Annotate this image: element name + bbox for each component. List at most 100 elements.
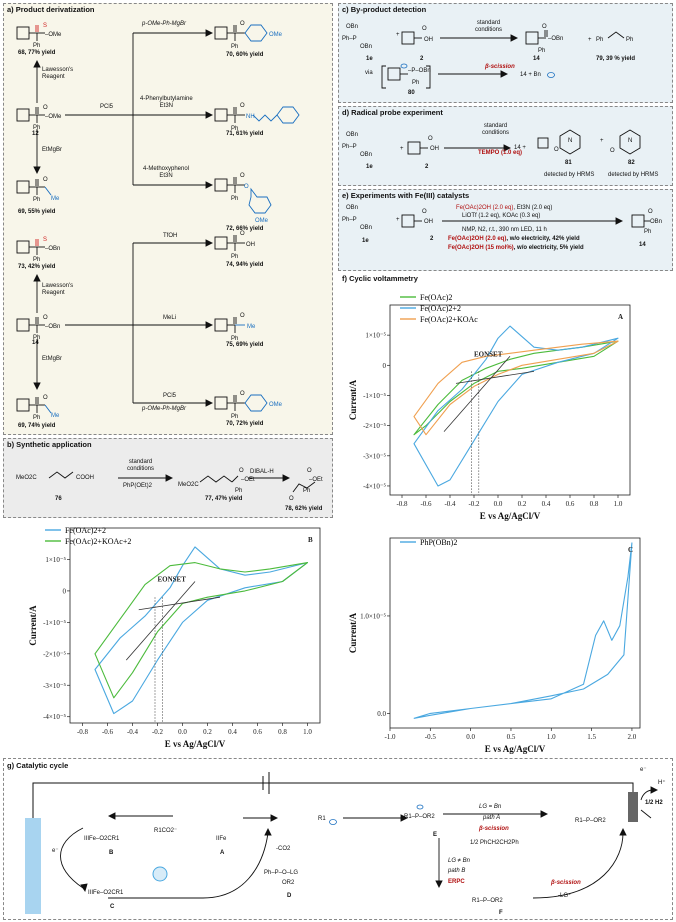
phosphite-or2: OR2 (282, 880, 295, 886)
svg-text:–OMe: –OMe (45, 114, 62, 120)
c-beta-scission: β-scission (485, 64, 515, 70)
h2-product: 1/2 H2 (645, 800, 663, 806)
b-start: MeO2C (16, 475, 37, 481)
lawesson-label-2: Lawesson's Reagent (42, 283, 74, 296)
phosphite-d: Ph–P–O–LG (264, 870, 299, 876)
svg-text:Ph: Ph (33, 415, 40, 421)
svg-text:O: O (43, 315, 48, 321)
d-detected-1: detected by HRMS (544, 172, 595, 178)
product-f: R1–P–OR2 (472, 898, 503, 904)
fe-c-species: IIIFe–O2CR1 (88, 890, 124, 896)
eonset-label: EONSET (474, 350, 503, 358)
x-axis-label: E vs Ag/AgCl/V (480, 511, 541, 521)
svg-text:Ph: Ph (235, 488, 242, 494)
y-tick-label: -1×10⁻⁵ (363, 392, 386, 400)
cpd-68-label: 68, 77% yield (18, 50, 56, 56)
x-tick-label: -0.8 (396, 500, 408, 508)
panel-letter: B (308, 536, 313, 544)
path-a-condition: LG = Bn (479, 804, 502, 810)
x-tick-label: 0.4 (228, 728, 237, 736)
svg-text:+: + (400, 146, 404, 152)
svg-text:Ph: Ph (231, 254, 238, 260)
cpd-77-label: 77, 47% yield (205, 496, 243, 502)
legend-label: Fe(OAc)2+KOAc+2 (65, 537, 131, 546)
beta-scission-1: β-scission (479, 826, 509, 832)
path-a-label: path A (483, 815, 501, 821)
panel-letter: C (628, 546, 633, 554)
panel-f-title: f) Cyclic voltammetry (342, 274, 418, 283)
e-line1: Fe(OAc)2OH (2.0 eq), Et3N (2.0 eq) (456, 205, 552, 212)
reagent-phenylbutylamine: 4-Phenylbutylamine Et3N (140, 96, 193, 109)
x-tick-label: 0.2 (203, 728, 212, 736)
svg-text:O: O (610, 148, 615, 154)
series-line-1 (94, 546, 309, 715)
e-cpd-14: 14 (639, 242, 646, 248)
y-tick-label: 1×10⁻⁵ (365, 332, 386, 340)
reagent-pome-2: p-OMe-Ph-MgBr (142, 406, 187, 412)
cpd-72-label: 72, 66% yield (226, 226, 264, 232)
d-detected-2: detected by HRMS (608, 172, 659, 178)
y-tick-label: -3×10⁻⁵ (43, 682, 66, 690)
electrode-electron-top: e⁻ (640, 767, 647, 773)
x-tick-label: 1.0 (614, 500, 623, 508)
eonset-tangent-2 (455, 370, 535, 384)
svg-text:O: O (307, 468, 312, 474)
panel-a (3, 3, 333, 435)
svg-text:–OBn: –OBn (548, 36, 563, 42)
svg-text:Ph: Ph (303, 488, 310, 494)
legend-label: Fe(OAc)2+KOAc (420, 315, 478, 324)
e-line2: LiOTf (1.2 eq), KOAc (0.3 eq) (462, 213, 541, 219)
svg-text:Ph: Ph (33, 335, 40, 341)
svg-text:O: O (428, 136, 433, 142)
label-e: E (433, 832, 438, 838)
svg-text:+: + (588, 37, 592, 43)
svg-text:O: O (43, 177, 48, 183)
x-tick-label: 1.0 (547, 733, 556, 741)
e-line4: Fe(OAc)2OH (2.0 eq), w/o electricity, 42… (448, 236, 580, 243)
legend-label: Fe(OAc)2+2 (420, 304, 461, 313)
svg-text:Ph: Ph (231, 336, 238, 342)
cpd-12-label: 12 (32, 131, 39, 137)
b-start-acid: COOH (76, 475, 94, 481)
c-cpd-79: 79, 39 % yield (596, 56, 636, 62)
d-tempo: TEMPO (1.0 eq) (478, 150, 523, 156)
cpd-76-label: 76 (55, 496, 62, 502)
beta-scission-2: β-scission (551, 880, 581, 886)
reagent-methoxyphenol: 4-Methoxyphenol Et3N (143, 166, 190, 179)
e-line1b: , Et3N (2.0 eq) (513, 205, 553, 211)
y-tick-label: -4×10⁻⁵ (363, 482, 386, 490)
y-axis-label: Current/A (348, 379, 358, 420)
cpd-69b-label: 69, 74% yield (18, 423, 56, 429)
svg-text:Ph: Ph (231, 44, 238, 50)
panel-c-title: c) By-product detection (342, 5, 427, 14)
y-tick-label: -2×10⁻⁵ (43, 650, 66, 658)
d-conditions: standard conditions (482, 123, 510, 136)
svg-text:O: O (240, 231, 245, 237)
svg-text:N: N (628, 138, 632, 144)
svg-text:OBn: OBn (650, 219, 662, 225)
svg-text:+: + (396, 217, 400, 223)
e-cpd-1e: 1e (362, 238, 369, 244)
anode (25, 818, 41, 914)
svg-text:O: O (422, 26, 427, 32)
e-line5a: Fe(OAc)2OH (15 mol%) (448, 245, 514, 251)
fe-b-species: IIIFe–O2CR1 (84, 836, 120, 842)
x-tick-label: -0.4 (127, 728, 139, 736)
y-axis-label: Current/A (348, 612, 358, 653)
x-tick-label: 0.0 (466, 733, 475, 741)
path-b-label: path B (448, 868, 466, 874)
svg-text:O: O (240, 103, 245, 109)
c-cpd-2: 2 (420, 56, 424, 62)
cpd-75-label: 75, 69% yield (226, 342, 264, 348)
x-tick-label: -0.4 (444, 500, 456, 508)
svg-text:O: O (244, 184, 249, 190)
svg-text:Ph: Ph (33, 125, 40, 131)
y-tick-label: -4×10⁻⁵ (43, 713, 66, 721)
x-tick-label: -0.2 (468, 500, 480, 508)
svg-text:OBn: OBn (360, 44, 372, 50)
eonset-label: EONSET (158, 575, 187, 583)
svg-text:O: O (422, 209, 427, 215)
panel-c (338, 3, 673, 103)
x-tick-label: 0.0 (494, 500, 503, 508)
panel-g-title: g) Catalytic cycle (7, 761, 69, 770)
